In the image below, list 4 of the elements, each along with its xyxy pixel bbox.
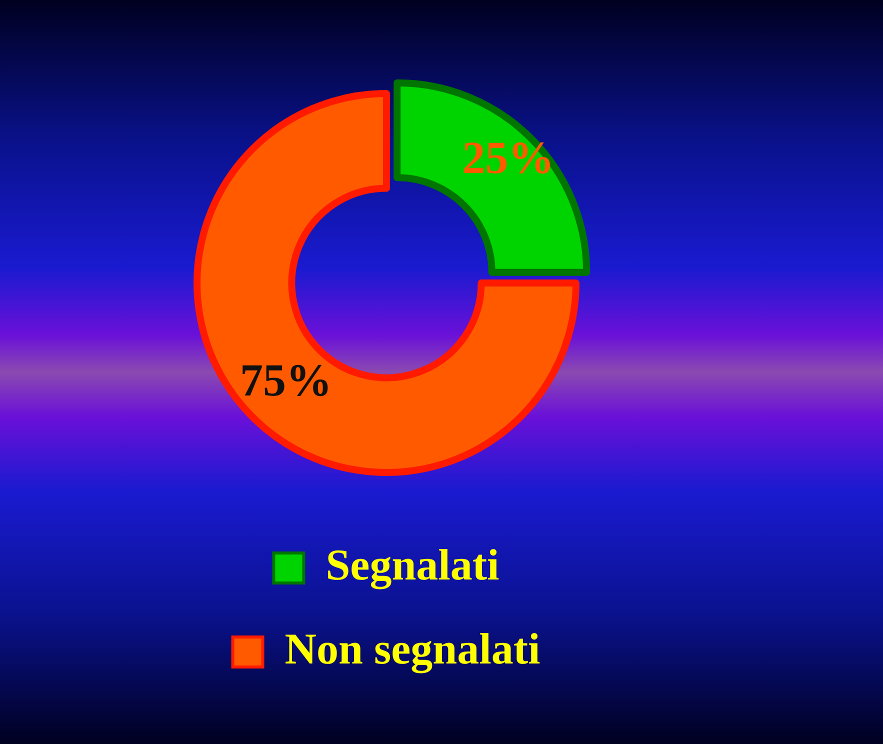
legend-label: Segnalati [326, 540, 500, 590]
data-label: 75% [240, 354, 332, 406]
legend-label: Non segnalati [284, 624, 540, 674]
data-label: 25% [462, 132, 554, 184]
